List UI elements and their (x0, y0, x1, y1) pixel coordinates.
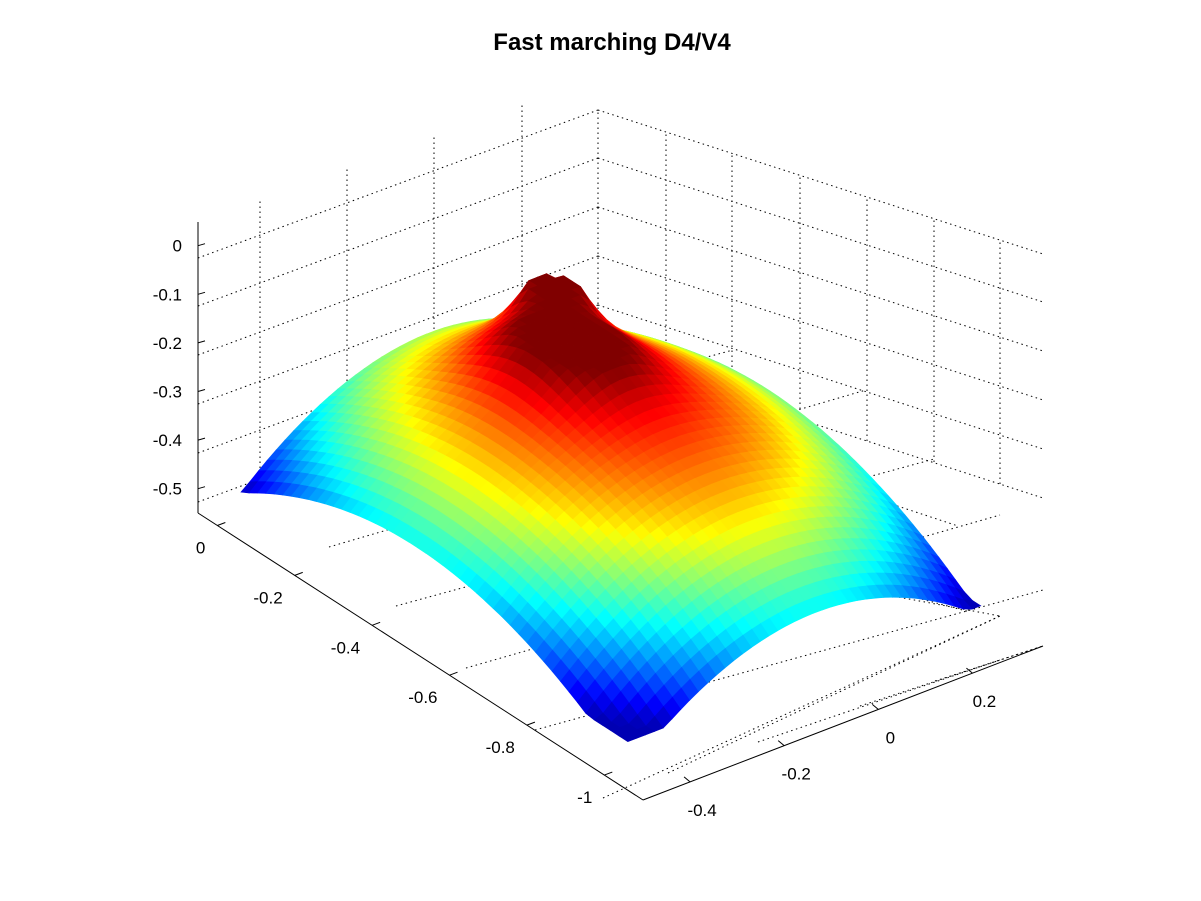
x-tick-label: -0.8 (486, 738, 515, 757)
x-tick-mark (449, 671, 458, 676)
grid-line (667, 615, 1001, 774)
grid-line (197, 109, 599, 259)
y-tick-mark (871, 704, 879, 710)
surface-patch (618, 732, 638, 743)
x-tick-label: -0.4 (331, 638, 360, 657)
grid-line (597, 206, 1044, 352)
z-tick-mark (197, 291, 206, 295)
x-tick-mark (371, 621, 381, 626)
x-tick-mark (604, 771, 613, 776)
z-tick-mark (197, 486, 206, 490)
x-tick-label: -1 (577, 788, 592, 807)
grid-line (197, 206, 599, 356)
y-tick-label: -0.4 (687, 801, 716, 820)
z-tick-mark (197, 437, 206, 441)
tick-layer: 0 -0.1 -0.2 -0.3 -0.4 -0.5 0 -0.2 -0.4 -0.6 -0.8 -1… (153, 237, 997, 820)
x-tick-label: -0.2 (253, 588, 282, 607)
grid-line (597, 109, 1044, 255)
grid-line (597, 157, 1044, 303)
surface-plot (240, 273, 982, 743)
z-tick-label: -0.2 (153, 334, 182, 353)
grid-line (197, 157, 599, 307)
z-tick-label: 0 (173, 237, 182, 256)
x-axis-line (197, 512, 644, 801)
x-tick-label: 0 (196, 539, 205, 558)
z-tick-mark (197, 340, 206, 344)
y-tick-mark (683, 776, 691, 783)
y-tick-label: -0.2 (782, 765, 811, 784)
z-tick-label: -0.1 (153, 285, 182, 304)
y-axis-line (642, 645, 1044, 801)
y-tick-mark (966, 667, 973, 674)
axes-layer (197, 222, 1044, 801)
y-tick-mark (777, 740, 785, 747)
chart-title: Fast marching D4/V4 (493, 29, 731, 56)
y-tick-label: 0.2 (973, 692, 997, 711)
x-tick-mark (217, 522, 226, 526)
x-tick-label: -0.6 (408, 688, 437, 707)
z-tick-label: -0.4 (153, 431, 182, 450)
z-tick-mark (197, 389, 206, 392)
z-tick-mark (197, 243, 206, 247)
z-tick-label: -0.3 (153, 383, 182, 402)
z-tick-label: -0.5 (153, 480, 182, 499)
y-tick-label: 0 (886, 728, 895, 747)
grid-line (757, 659, 1001, 743)
x-tick-mark (526, 721, 536, 726)
x-tick-mark (294, 571, 303, 576)
grid-line (859, 645, 1044, 707)
